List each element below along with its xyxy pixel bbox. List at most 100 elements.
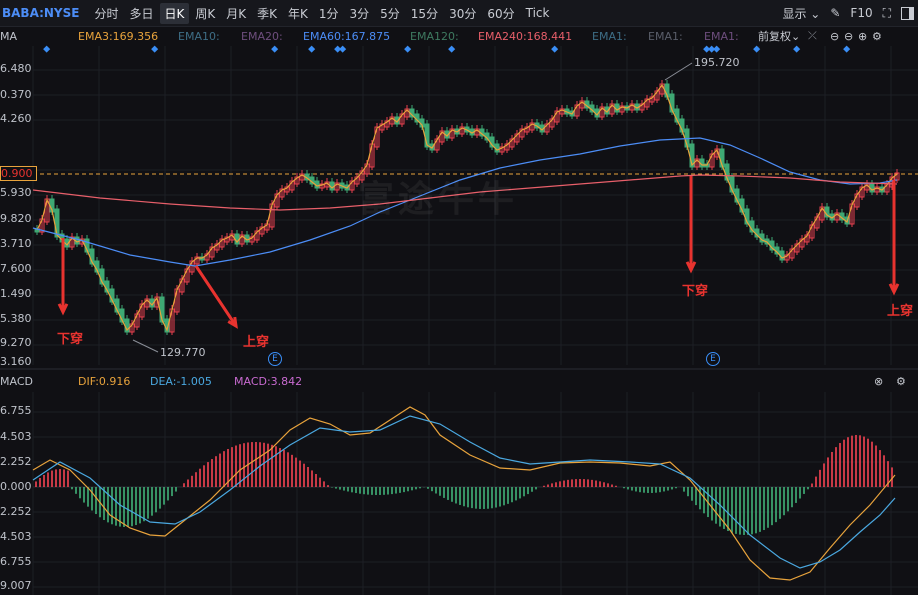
period-tab-1min[interactable]: 1分 bbox=[318, 6, 339, 21]
candle-body bbox=[239, 234, 245, 245]
event-marker[interactable]: E bbox=[268, 352, 282, 366]
period-tab-yearly[interactable]: 年K bbox=[288, 6, 308, 21]
price-tick: 3.710 bbox=[0, 237, 32, 250]
candle-body bbox=[629, 103, 635, 111]
low-leader bbox=[132, 339, 159, 353]
f10-button[interactable]: F10 bbox=[850, 6, 873, 20]
candle-body bbox=[524, 126, 530, 133]
ema-indicator-row: MA EMA3:169.356 EMA10: EMA20: EMA60:167.… bbox=[0, 27, 918, 45]
event-diamond bbox=[308, 45, 316, 53]
candle-body bbox=[874, 186, 880, 193]
cross-up-arrow bbox=[194, 265, 238, 327]
candle-body bbox=[219, 238, 225, 248]
candle-body bbox=[194, 256, 200, 265]
chevron-down-icon: ⌄ bbox=[791, 30, 801, 43]
event-diamond bbox=[271, 45, 279, 53]
event-diamond bbox=[713, 45, 721, 53]
period-tab-15min[interactable]: 15分 bbox=[410, 6, 439, 21]
candle-body bbox=[574, 104, 580, 117]
cross-down-label: 下穿 bbox=[57, 332, 84, 347]
candle-body bbox=[349, 180, 355, 191]
settings-icon[interactable]: ⚙ bbox=[896, 374, 906, 388]
candle-body bbox=[334, 182, 340, 191]
ema60-line bbox=[32, 137, 898, 267]
event-marker[interactable]: E bbox=[706, 352, 720, 366]
candle-body bbox=[404, 108, 410, 118]
ema3-line bbox=[36, 83, 898, 332]
price-tick: 7.600 bbox=[0, 262, 32, 275]
minus-icon[interactable]: ⊖ bbox=[844, 29, 854, 43]
candle-body bbox=[789, 248, 795, 259]
collapse-icon[interactable]: ⤫ bbox=[808, 29, 817, 42]
candle-body bbox=[859, 186, 865, 198]
candle-body bbox=[224, 236, 230, 243]
chevron-down-icon: ⌄ bbox=[810, 6, 821, 21]
toolbar: BABA:NYSE 分时 多日 日K 周K 月K 季K 年K 1分 3分 5分 … bbox=[0, 0, 918, 27]
candle-body bbox=[554, 110, 560, 123]
ema1-value-b: EMA1: bbox=[648, 29, 683, 43]
cross-up-arrow-head bbox=[888, 283, 900, 296]
event-diamond bbox=[404, 45, 412, 53]
event-diamond bbox=[339, 45, 347, 53]
panel-toggle-icon[interactable] bbox=[901, 6, 914, 20]
candle-body bbox=[834, 212, 840, 221]
candle-body bbox=[509, 138, 515, 148]
candle-body bbox=[544, 123, 550, 133]
period-tab-tick[interactable]: Tick bbox=[525, 6, 550, 20]
macd-tick: 2.252 bbox=[0, 455, 32, 468]
period-tab-weekly[interactable]: 周K bbox=[195, 6, 216, 21]
settings-icon[interactable]: ⚙ bbox=[872, 29, 882, 43]
period-tab-60min[interactable]: 60分 bbox=[487, 6, 515, 21]
close-icon[interactable]: ⊗ bbox=[874, 374, 884, 388]
candle-body bbox=[694, 158, 700, 168]
candle-body bbox=[289, 180, 295, 191]
period-tab-quarterly[interactable]: 季K bbox=[257, 6, 277, 21]
candle-body bbox=[389, 116, 395, 125]
price-tick: 5.380 bbox=[0, 312, 32, 325]
period-tab-multiday[interactable]: 多日 bbox=[129, 6, 154, 21]
dea-line bbox=[32, 415, 896, 569]
period-tab-30min[interactable]: 30分 bbox=[449, 6, 477, 21]
ema10-value: EMA10: bbox=[178, 29, 220, 43]
cross-up-label: 上穿 bbox=[243, 335, 270, 350]
event-diamond bbox=[448, 45, 456, 53]
period-tab-monthly[interactable]: 月K bbox=[226, 6, 247, 21]
current-price-label: 0.900 bbox=[0, 166, 37, 181]
dif-line bbox=[32, 406, 896, 581]
pen-icon[interactable]: ✎ bbox=[830, 6, 841, 20]
period-tab-fenshi[interactable]: 分时 bbox=[94, 6, 119, 21]
candle-body bbox=[459, 126, 465, 135]
candle-body bbox=[514, 133, 520, 143]
period-tab-5min[interactable]: 5分 bbox=[380, 6, 400, 21]
candle-body bbox=[139, 303, 145, 318]
display-menu[interactable]: 显示 ⌄ bbox=[782, 5, 820, 22]
adjust-menu[interactable]: 前复权⌄ bbox=[758, 28, 808, 44]
plus-icon[interactable]: ⊕ bbox=[858, 29, 868, 43]
macd-value: MACD:3.842 bbox=[234, 374, 303, 388]
candle-body bbox=[294, 176, 300, 185]
candle-body bbox=[639, 103, 645, 111]
fullscreen-icon[interactable]: ⛶ bbox=[882, 5, 891, 20]
event-diamond bbox=[334, 45, 342, 53]
period-tab-daily[interactable]: 日K bbox=[159, 2, 190, 24]
candle-body bbox=[249, 236, 255, 243]
candle-body bbox=[299, 173, 305, 181]
price-tick: 4.260 bbox=[0, 112, 32, 125]
event-diamond bbox=[843, 45, 851, 53]
candle-body bbox=[274, 193, 280, 208]
candle-body bbox=[209, 246, 215, 258]
candle-body bbox=[214, 243, 220, 251]
candle-body bbox=[714, 148, 720, 158]
cross-up-arrow-head bbox=[227, 316, 238, 329]
period-tab-3min[interactable]: 3分 bbox=[349, 6, 370, 21]
minus-icon[interactable]: ⊖ bbox=[830, 29, 840, 43]
dea-value: DEA:-1.005 bbox=[150, 374, 212, 388]
ema60-value: EMA60:167.875 bbox=[303, 29, 391, 43]
event-diamond bbox=[793, 45, 801, 53]
candle-body bbox=[189, 260, 195, 273]
candle-body bbox=[579, 100, 585, 109]
price-tick: 5.930 bbox=[0, 186, 32, 199]
symbol-label[interactable]: BABA:NYSE bbox=[2, 6, 80, 20]
candle-body bbox=[259, 226, 265, 235]
